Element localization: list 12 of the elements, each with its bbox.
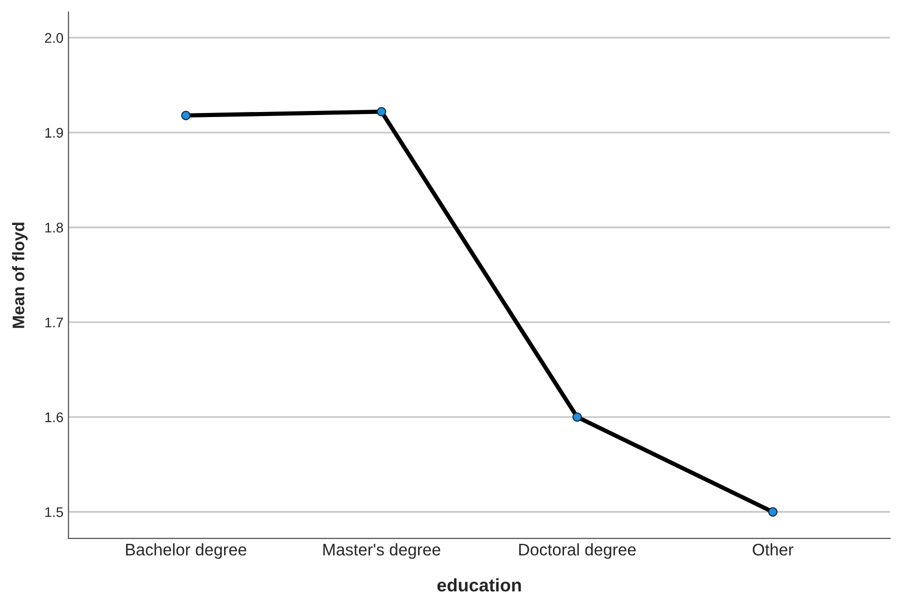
x-tick-label: Other [752, 543, 794, 556]
y-tick-label: 2.0 [45, 33, 64, 43]
y-tick-label: 1.9 [45, 128, 63, 138]
x-tick-label: Master's degree [323, 543, 440, 559]
y-tick-label: 1.8 [45, 222, 64, 233]
y-tick-label: 1.7 [45, 318, 63, 328]
x-tick-label: Doctoral degree [519, 543, 636, 559]
y-axis-title: Mean of floyd [12, 222, 28, 328]
y-tick-label: 1.6 [45, 412, 64, 422]
x-tick-label: Bachelor degree [126, 543, 246, 559]
y-tick-label: 1.5 [45, 507, 64, 518]
x-axis-title: education [437, 578, 521, 592]
